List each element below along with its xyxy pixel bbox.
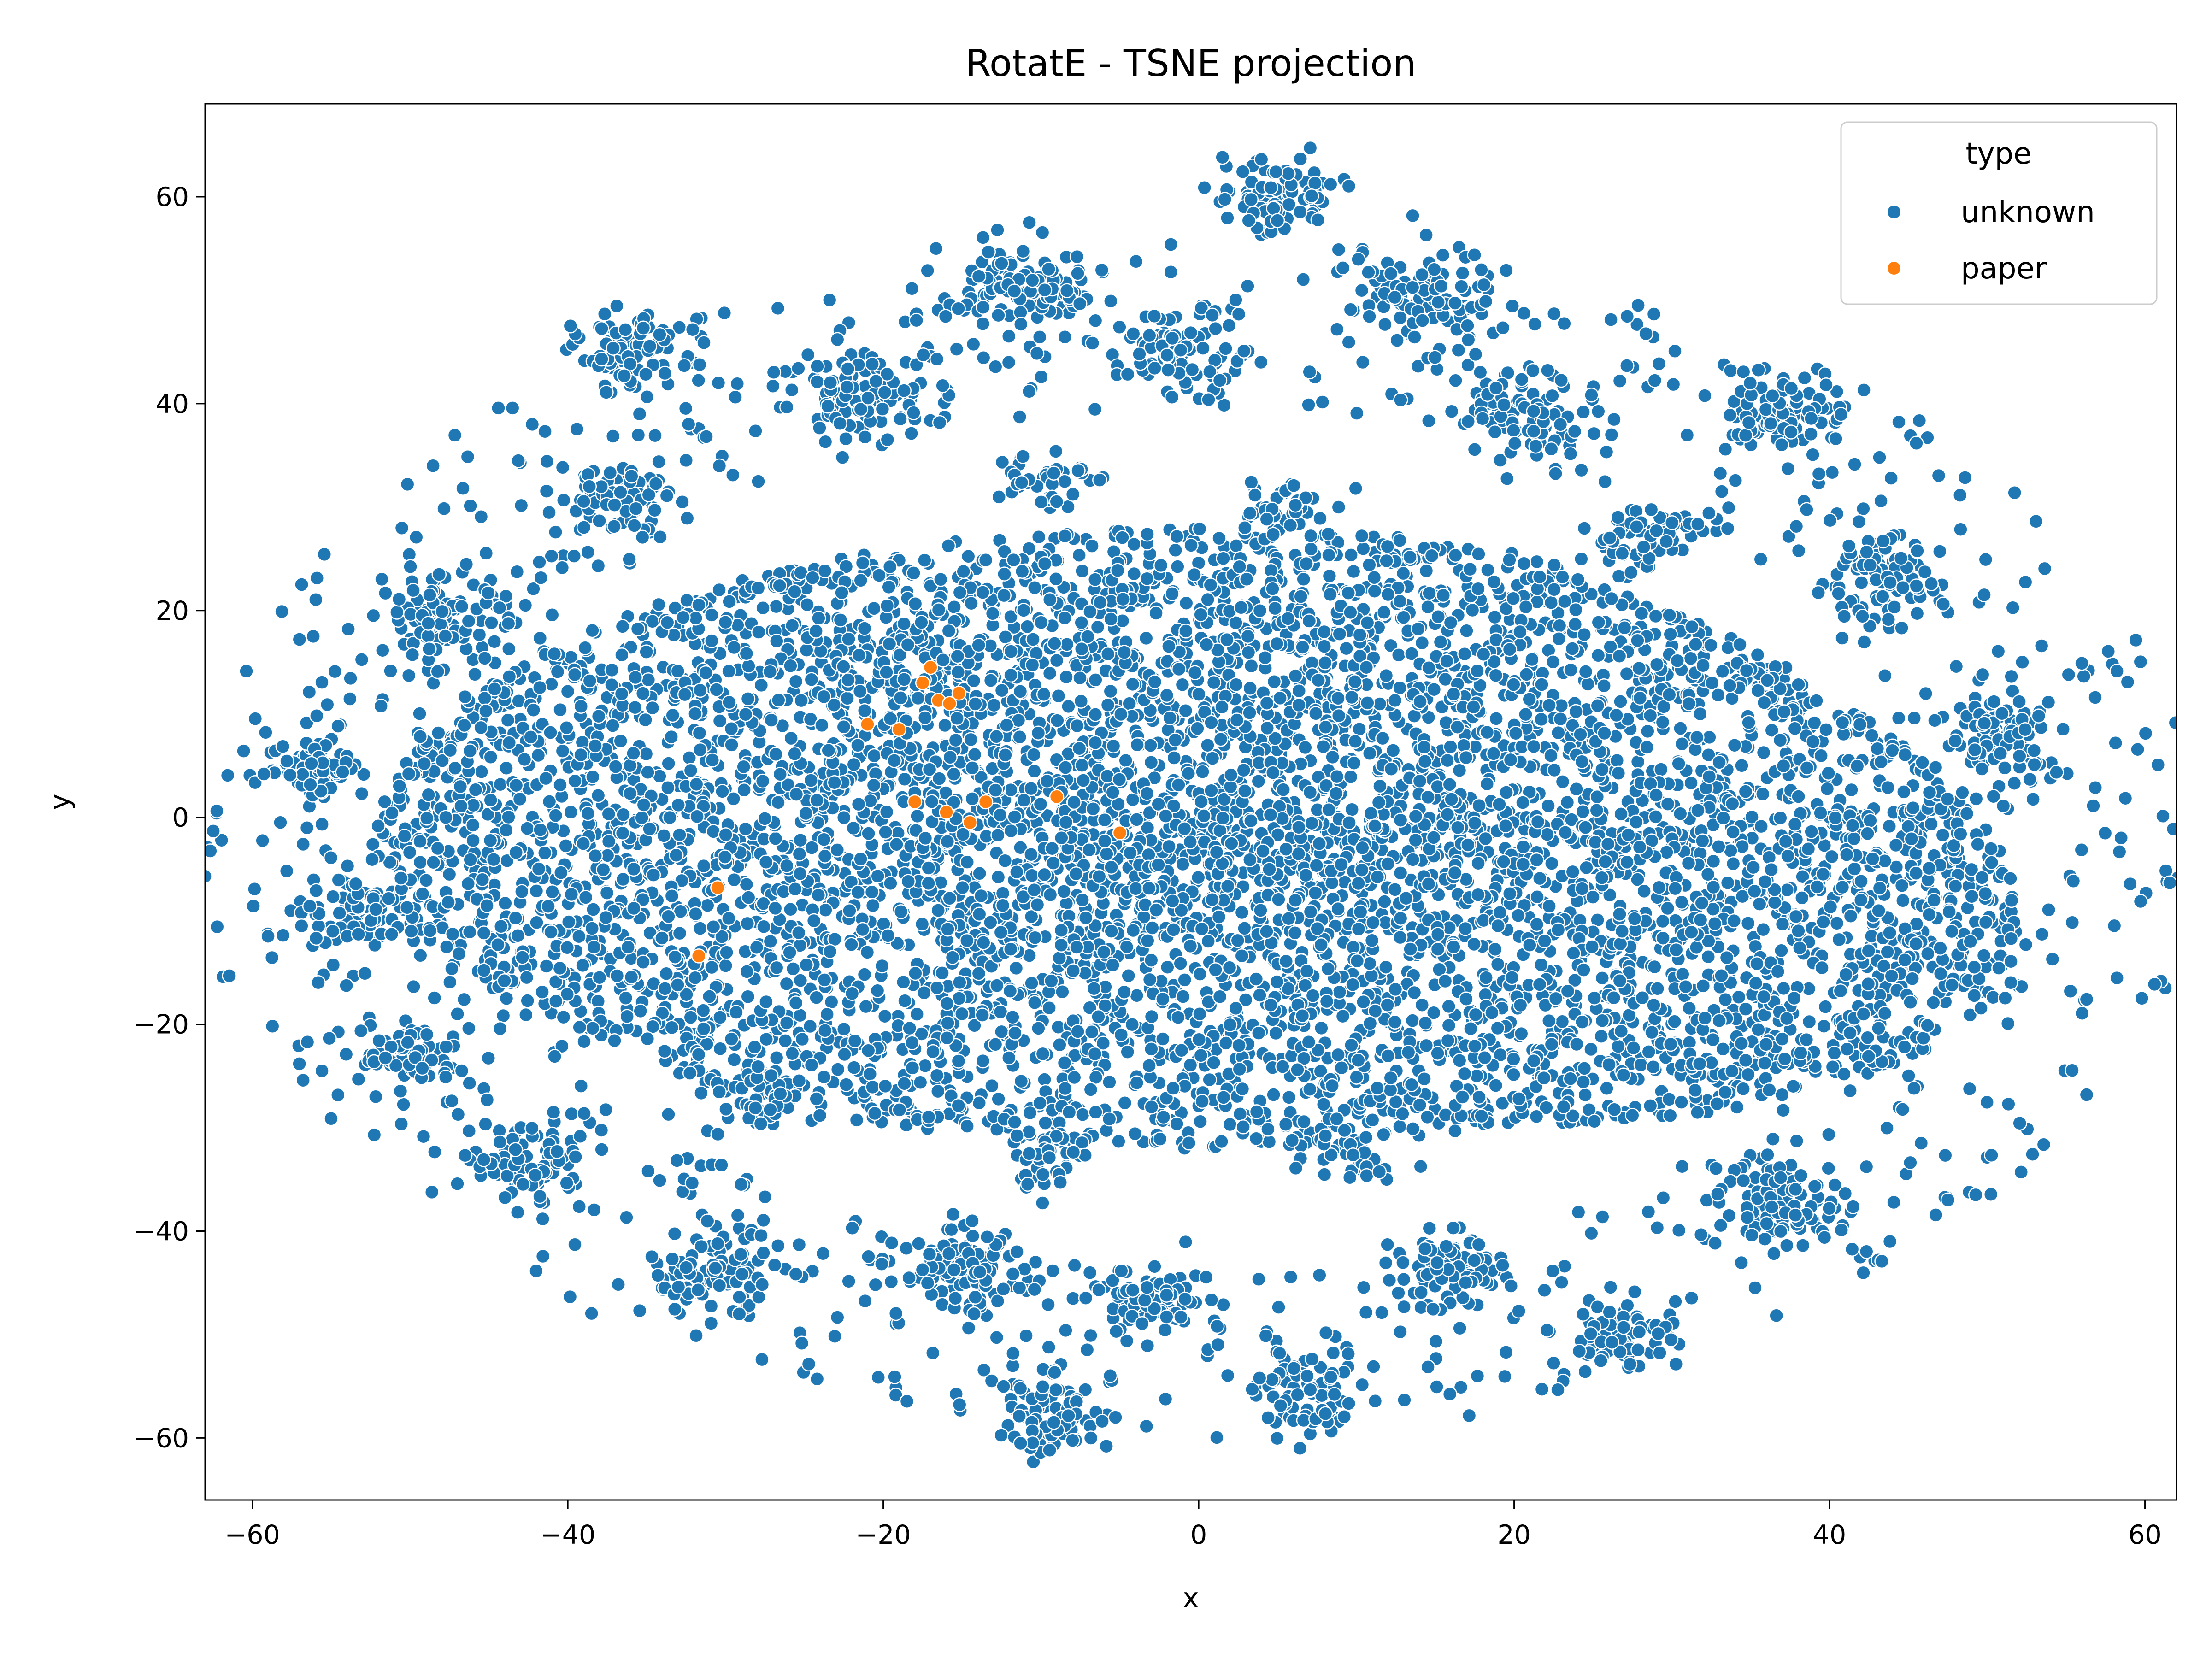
point-unknown bbox=[965, 791, 980, 806]
point-unknown bbox=[866, 601, 882, 616]
point-unknown bbox=[520, 993, 535, 1008]
point-unknown bbox=[1074, 758, 1090, 773]
point-unknown bbox=[1755, 922, 1771, 937]
point-unknown bbox=[1121, 968, 1136, 983]
point-unknown bbox=[474, 764, 489, 779]
point-unknown bbox=[991, 1091, 1006, 1107]
point-unknown bbox=[1190, 870, 1206, 885]
point-unknown bbox=[1102, 1074, 1117, 1090]
point-unknown bbox=[1458, 921, 1473, 936]
point-unknown bbox=[1021, 541, 1037, 556]
point-unknown bbox=[700, 898, 715, 913]
point-unknown bbox=[877, 1008, 893, 1024]
point-unknown bbox=[1529, 554, 1545, 570]
point-unknown bbox=[1038, 1115, 1053, 1130]
point-unknown bbox=[741, 659, 756, 674]
point-unknown bbox=[1344, 802, 1359, 817]
point-unknown bbox=[1059, 637, 1075, 652]
point-unknown bbox=[1594, 1029, 1609, 1044]
point-unknown bbox=[1125, 792, 1141, 807]
point-unknown bbox=[1339, 641, 1354, 656]
point-unknown bbox=[1071, 547, 1087, 563]
point-unknown bbox=[1266, 1087, 1281, 1102]
point-unknown bbox=[1129, 988, 1144, 1003]
point-unknown bbox=[800, 597, 815, 612]
point-unknown bbox=[672, 925, 688, 941]
point-unknown bbox=[1168, 542, 1183, 558]
point-unknown bbox=[1377, 894, 1392, 909]
point-unknown bbox=[1414, 635, 1430, 651]
point-unknown bbox=[1799, 1032, 1814, 1047]
point-unknown bbox=[577, 1034, 592, 1049]
point-unknown bbox=[1732, 637, 1747, 653]
point-unknown bbox=[849, 1112, 865, 1128]
point-unknown bbox=[1355, 541, 1371, 556]
point-unknown bbox=[1577, 1087, 1593, 1103]
point-unknown bbox=[1367, 583, 1382, 599]
point-unknown bbox=[972, 866, 987, 881]
point-unknown bbox=[1864, 728, 1879, 743]
point-unknown bbox=[1636, 883, 1652, 899]
scatter-points bbox=[205, 140, 2177, 1470]
point-unknown bbox=[1764, 723, 1780, 738]
point-unknown bbox=[1756, 745, 1771, 760]
point-unknown bbox=[975, 1053, 991, 1069]
point-unknown bbox=[693, 921, 708, 936]
point-unknown bbox=[412, 854, 428, 870]
point-unknown bbox=[1682, 1000, 1697, 1016]
point-unknown bbox=[1567, 972, 1583, 988]
point-unknown bbox=[1392, 1119, 1407, 1134]
point-unknown bbox=[1655, 913, 1671, 929]
point-unknown bbox=[1613, 694, 1628, 709]
point-unknown bbox=[1441, 999, 1456, 1014]
point-unknown bbox=[1041, 1000, 1057, 1016]
point-unknown bbox=[1674, 736, 1690, 752]
point-unknown bbox=[537, 845, 553, 861]
point-unknown bbox=[585, 623, 600, 638]
chart-title: RotatE - TSNE projection bbox=[965, 42, 1416, 85]
point-unknown bbox=[1559, 794, 1575, 810]
point-unknown bbox=[769, 599, 784, 614]
point-unknown bbox=[1816, 1018, 1832, 1034]
point-unknown bbox=[1268, 1025, 1283, 1041]
point-unknown bbox=[1488, 1078, 1504, 1093]
point-unknown bbox=[1362, 557, 1377, 573]
point-unknown bbox=[1441, 1018, 1457, 1033]
point-unknown bbox=[755, 600, 771, 616]
point-unknown bbox=[1720, 875, 1735, 891]
point-unknown bbox=[638, 746, 654, 762]
point-unknown bbox=[1587, 990, 1602, 1006]
point-unknown bbox=[997, 853, 1013, 868]
point-unknown bbox=[1170, 559, 1185, 574]
point-unknown bbox=[1237, 921, 1252, 936]
point-unknown bbox=[1667, 1014, 1682, 1030]
point-unknown bbox=[1383, 638, 1399, 653]
point-unknown bbox=[1543, 595, 1559, 610]
point-unknown bbox=[1414, 997, 1430, 1012]
point-unknown bbox=[599, 885, 615, 900]
point-unknown bbox=[1541, 798, 1556, 813]
point-unknown bbox=[1261, 1134, 1277, 1149]
point-unknown bbox=[1530, 889, 1545, 905]
point-unknown bbox=[1735, 1081, 1751, 1097]
point-unknown bbox=[1630, 754, 1646, 770]
point-unknown bbox=[1314, 1020, 1329, 1036]
point-unknown bbox=[1459, 991, 1474, 1007]
point-unknown bbox=[500, 712, 516, 728]
